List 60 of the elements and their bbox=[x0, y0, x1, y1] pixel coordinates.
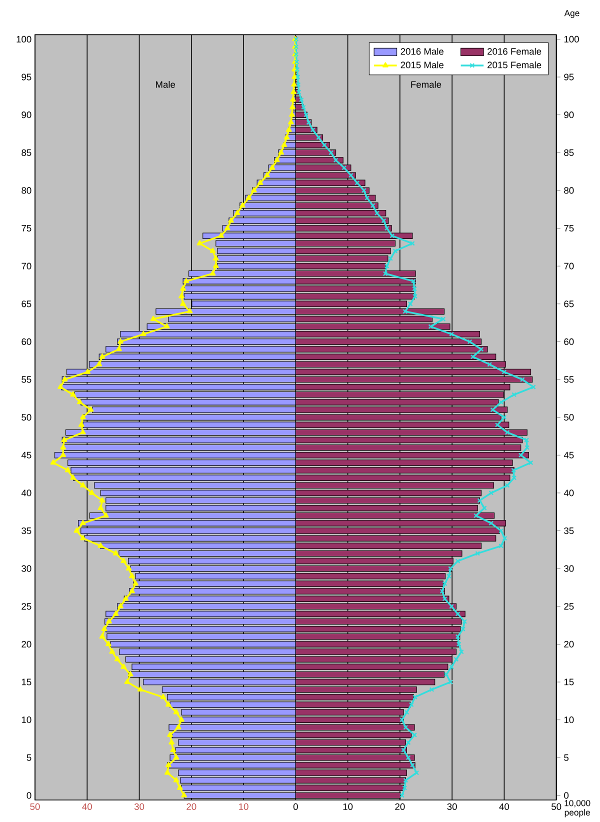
y-tick-label: 45 bbox=[21, 452, 32, 458]
y-tick-label: 65 bbox=[22, 300, 32, 308]
category-label: 30 bbox=[564, 565, 574, 572]
y-tick-label: 15 bbox=[22, 678, 32, 686]
y-tick-label: 40 bbox=[21, 490, 32, 496]
category-label: 85 bbox=[564, 149, 574, 156]
y-tick-label: 60 bbox=[22, 338, 32, 345]
x-tick-label: 30 bbox=[134, 803, 144, 810]
category-label: 70 bbox=[564, 262, 574, 270]
y-tick-label: 50 bbox=[22, 414, 32, 421]
annotation: Female bbox=[411, 81, 442, 88]
y-tick-label: 75 bbox=[22, 225, 32, 232]
category-label: 75 bbox=[564, 225, 574, 232]
x-tick-label: 50 bbox=[552, 803, 562, 810]
category-label: 90 bbox=[564, 112, 574, 118]
category-label: 80 bbox=[564, 187, 574, 194]
y-tick-label: 0 bbox=[26, 792, 32, 799]
legend-label: 2015 Male bbox=[400, 61, 444, 68]
annotation: Male bbox=[156, 81, 176, 88]
category-label: 60 bbox=[564, 338, 574, 345]
y-tick-label: 5 bbox=[26, 754, 32, 761]
legend-label: 2016 Female bbox=[488, 48, 542, 55]
category-label: 5 bbox=[564, 754, 568, 761]
y-tick-label: 80 bbox=[22, 187, 32, 194]
y-tick-label: 30 bbox=[22, 565, 32, 572]
category-label: 100 bbox=[564, 36, 579, 42]
x-tick-label: 10 bbox=[239, 803, 248, 810]
y-tick-label: 70 bbox=[22, 262, 32, 270]
legend-label: 2015 Female bbox=[488, 61, 542, 68]
category-label: 55 bbox=[564, 376, 574, 383]
y-tick-label: 35 bbox=[22, 527, 32, 534]
x-tick-label: 20 bbox=[186, 803, 196, 810]
y-tick-label: 10 bbox=[22, 716, 32, 724]
category-label: 0 bbox=[564, 792, 569, 799]
x-tick-label: 30 bbox=[447, 803, 457, 810]
y-tick-label: 100 bbox=[16, 36, 32, 42]
category-label: 50 bbox=[564, 414, 574, 421]
y-tick-label: 25 bbox=[22, 603, 32, 610]
y-tick-label: 95 bbox=[22, 74, 32, 80]
x-tick-label: 20 bbox=[395, 803, 405, 810]
x-tick-label: 40 bbox=[82, 803, 92, 810]
category-label: 15 bbox=[564, 678, 574, 686]
category-label: 10 bbox=[564, 716, 574, 724]
y-tick-label: 85 bbox=[22, 149, 32, 156]
category-label: 95 bbox=[564, 74, 574, 80]
y-tick-label: 55 bbox=[22, 376, 32, 383]
x-tick-label: 40 bbox=[499, 803, 510, 810]
category-label: 25 bbox=[564, 603, 574, 610]
category-label: 45 bbox=[564, 452, 574, 458]
legend-label: 2016 Male bbox=[400, 48, 444, 55]
category-label: 35 bbox=[564, 527, 574, 534]
text: Age bbox=[564, 10, 580, 18]
y-tick-label: 20 bbox=[22, 640, 32, 648]
x-tick-label: 10 bbox=[343, 803, 353, 810]
text: 10,000 people bbox=[564, 800, 590, 818]
category-label: 40 bbox=[564, 490, 574, 496]
y-tick-label: 90 bbox=[22, 112, 32, 118]
x-tick-label: 0 bbox=[293, 803, 298, 810]
category-label: 65 bbox=[564, 300, 574, 308]
category-label: 20 bbox=[564, 640, 574, 648]
